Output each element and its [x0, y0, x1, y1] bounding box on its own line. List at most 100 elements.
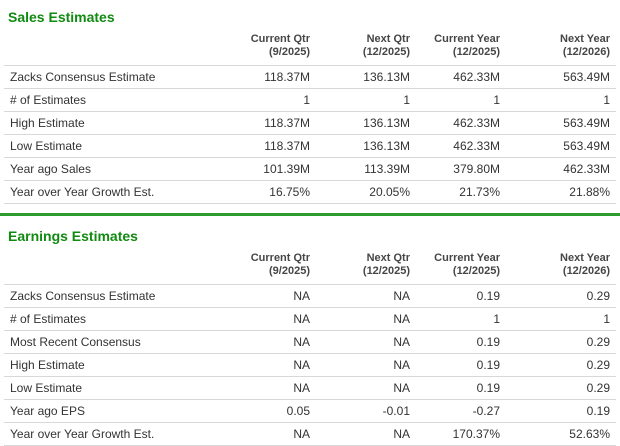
row-label: Low Estimate: [4, 376, 236, 400]
cell-value: 0.19: [506, 399, 616, 423]
cell-value: 1: [506, 88, 616, 112]
table-row: Year over Year Growth Est. 16.75% 20.05% 21…: [4, 180, 616, 204]
table-row: Low Estimate 118.37M 136.13M 462.33M 563.49M: [4, 134, 616, 158]
table-row: Zacks Consensus Estimate NA NA 0.19 0.29: [4, 284, 616, 308]
table-row: High Estimate NA NA 0.19 0.29: [4, 353, 616, 377]
cell-value: 101.39M: [236, 157, 316, 181]
column-header-label: Next Qtr: [366, 252, 410, 264]
row-label: Year ago Sales: [4, 157, 236, 181]
cell-value: 0.29: [506, 376, 616, 400]
cell-value: 0.19: [416, 353, 506, 377]
table-row: Zacks Consensus Estimate 118.37M 136.13M 46…: [4, 65, 616, 89]
column-header-period: (12/2026): [562, 265, 610, 277]
column-header-label: Next Year: [560, 252, 610, 264]
table-row: High Estimate 118.37M 136.13M 462.33M 563.49…: [4, 111, 616, 135]
cell-value: NA: [316, 307, 416, 331]
cell-value: -0.01: [316, 399, 416, 423]
column-header-period: (9/2025): [269, 265, 310, 277]
cell-value: 1: [236, 88, 316, 112]
cell-value: 118.37M: [236, 111, 316, 135]
column-header-period: (12/2025): [362, 46, 410, 58]
cell-value: 0.29: [506, 353, 616, 377]
cell-value: 379.80M: [416, 157, 506, 181]
row-label-column-header: [4, 252, 236, 285]
cell-value: 563.49M: [506, 134, 616, 158]
section-title: Earnings Estimates: [8, 228, 138, 244]
cell-value: NA: [236, 307, 316, 331]
sales-estimates-table: Current Qtr (9/2025) Next Qtr (12/2025) Curr…: [4, 33, 616, 204]
table-row: Low Estimate NA NA 0.19 0.29: [4, 376, 616, 400]
table-row: Most Recent Consensus NA NA 0.19 0.29: [4, 330, 616, 354]
cell-value: 462.33M: [416, 65, 506, 89]
cell-value: NA: [316, 284, 416, 308]
cell-value: NA: [316, 353, 416, 377]
row-label: Year ago EPS: [4, 399, 236, 423]
cell-value: NA: [236, 284, 316, 308]
cell-value: 563.49M: [506, 65, 616, 89]
column-header: Current Year (12/2025): [416, 252, 506, 285]
column-header-label: Next Qtr: [366, 33, 410, 45]
row-label: Year over Year Growth Est.: [4, 422, 236, 446]
cell-value: 136.13M: [316, 111, 416, 135]
cell-value: 0.19: [416, 284, 506, 308]
cell-value: 462.33M: [416, 134, 506, 158]
cell-value: NA: [316, 376, 416, 400]
cell-value: 1: [416, 307, 506, 331]
cell-value: 136.13M: [316, 134, 416, 158]
earnings-estimates-table: Current Qtr (9/2025) Next Qtr (12/2025) Curr…: [4, 252, 616, 446]
row-label: Most Recent Consensus: [4, 330, 236, 354]
column-header-period: (12/2025): [452, 46, 500, 58]
column-header: Next Qtr (12/2025): [316, 33, 416, 66]
row-label: Year over Year Growth Est.: [4, 180, 236, 204]
cell-value: NA: [236, 353, 316, 377]
row-label: # of Estimates: [4, 88, 236, 112]
row-label: High Estimate: [4, 353, 236, 377]
cell-value: 1: [316, 88, 416, 112]
row-label: # of Estimates: [4, 307, 236, 331]
column-header-label: Current Year: [434, 252, 500, 264]
cell-value: NA: [316, 330, 416, 354]
column-header: Next Year (12/2026): [506, 252, 616, 285]
section-sales-estimates: Sales Estimates Current Qtr (9/2025) Next …: [0, 0, 620, 204]
cell-value: NA: [236, 330, 316, 354]
cell-value: NA: [236, 422, 316, 446]
cell-value: 118.37M: [236, 65, 316, 89]
cell-value: 136.13M: [316, 65, 416, 89]
column-header-period: (12/2025): [362, 265, 410, 277]
section-title: Sales Estimates: [8, 9, 115, 25]
cell-value: NA: [316, 422, 416, 446]
row-label: High Estimate: [4, 111, 236, 135]
cell-value: 52.63%: [506, 422, 616, 446]
cell-value: 113.39M: [316, 157, 416, 181]
cell-value: 0.19: [416, 330, 506, 354]
cell-value: 0.19: [416, 376, 506, 400]
column-header-period: (12/2026): [562, 46, 610, 58]
table-row: # of Estimates 1 1 1 1: [4, 88, 616, 112]
cell-value: 462.33M: [416, 111, 506, 135]
cell-value: 1: [416, 88, 506, 112]
cell-value: -0.27: [416, 399, 506, 423]
cell-value: 170.37%: [416, 422, 506, 446]
cell-value: NA: [236, 376, 316, 400]
column-header-period: (12/2025): [452, 265, 500, 277]
cell-value: 21.88%: [506, 180, 616, 204]
section-earnings-estimates: Earnings Estimates Current Qtr (9/2025) Ne…: [0, 219, 620, 446]
column-header: Current Year (12/2025): [416, 33, 506, 66]
column-header: Next Year (12/2026): [506, 33, 616, 66]
cell-value: 20.05%: [316, 180, 416, 204]
column-header-label: Current Year: [434, 33, 500, 45]
table-row: Year ago Sales 101.39M 113.39M 379.80M 462.3…: [4, 157, 616, 181]
table-row: Year over Year Growth Est. NA NA 170.37% 52.…: [4, 422, 616, 446]
section-divider: [0, 213, 620, 216]
cell-value: 118.37M: [236, 134, 316, 158]
column-header-label: Current Qtr: [250, 252, 310, 264]
cell-value: 0.05: [236, 399, 316, 423]
cell-value: 16.75%: [236, 180, 316, 204]
cell-value: 0.29: [506, 284, 616, 308]
row-label-column-header: [4, 33, 236, 66]
cell-value: 1: [506, 307, 616, 331]
cell-value: 563.49M: [506, 111, 616, 135]
column-header-label: Current Qtr: [250, 33, 310, 45]
row-label: Low Estimate: [4, 134, 236, 158]
